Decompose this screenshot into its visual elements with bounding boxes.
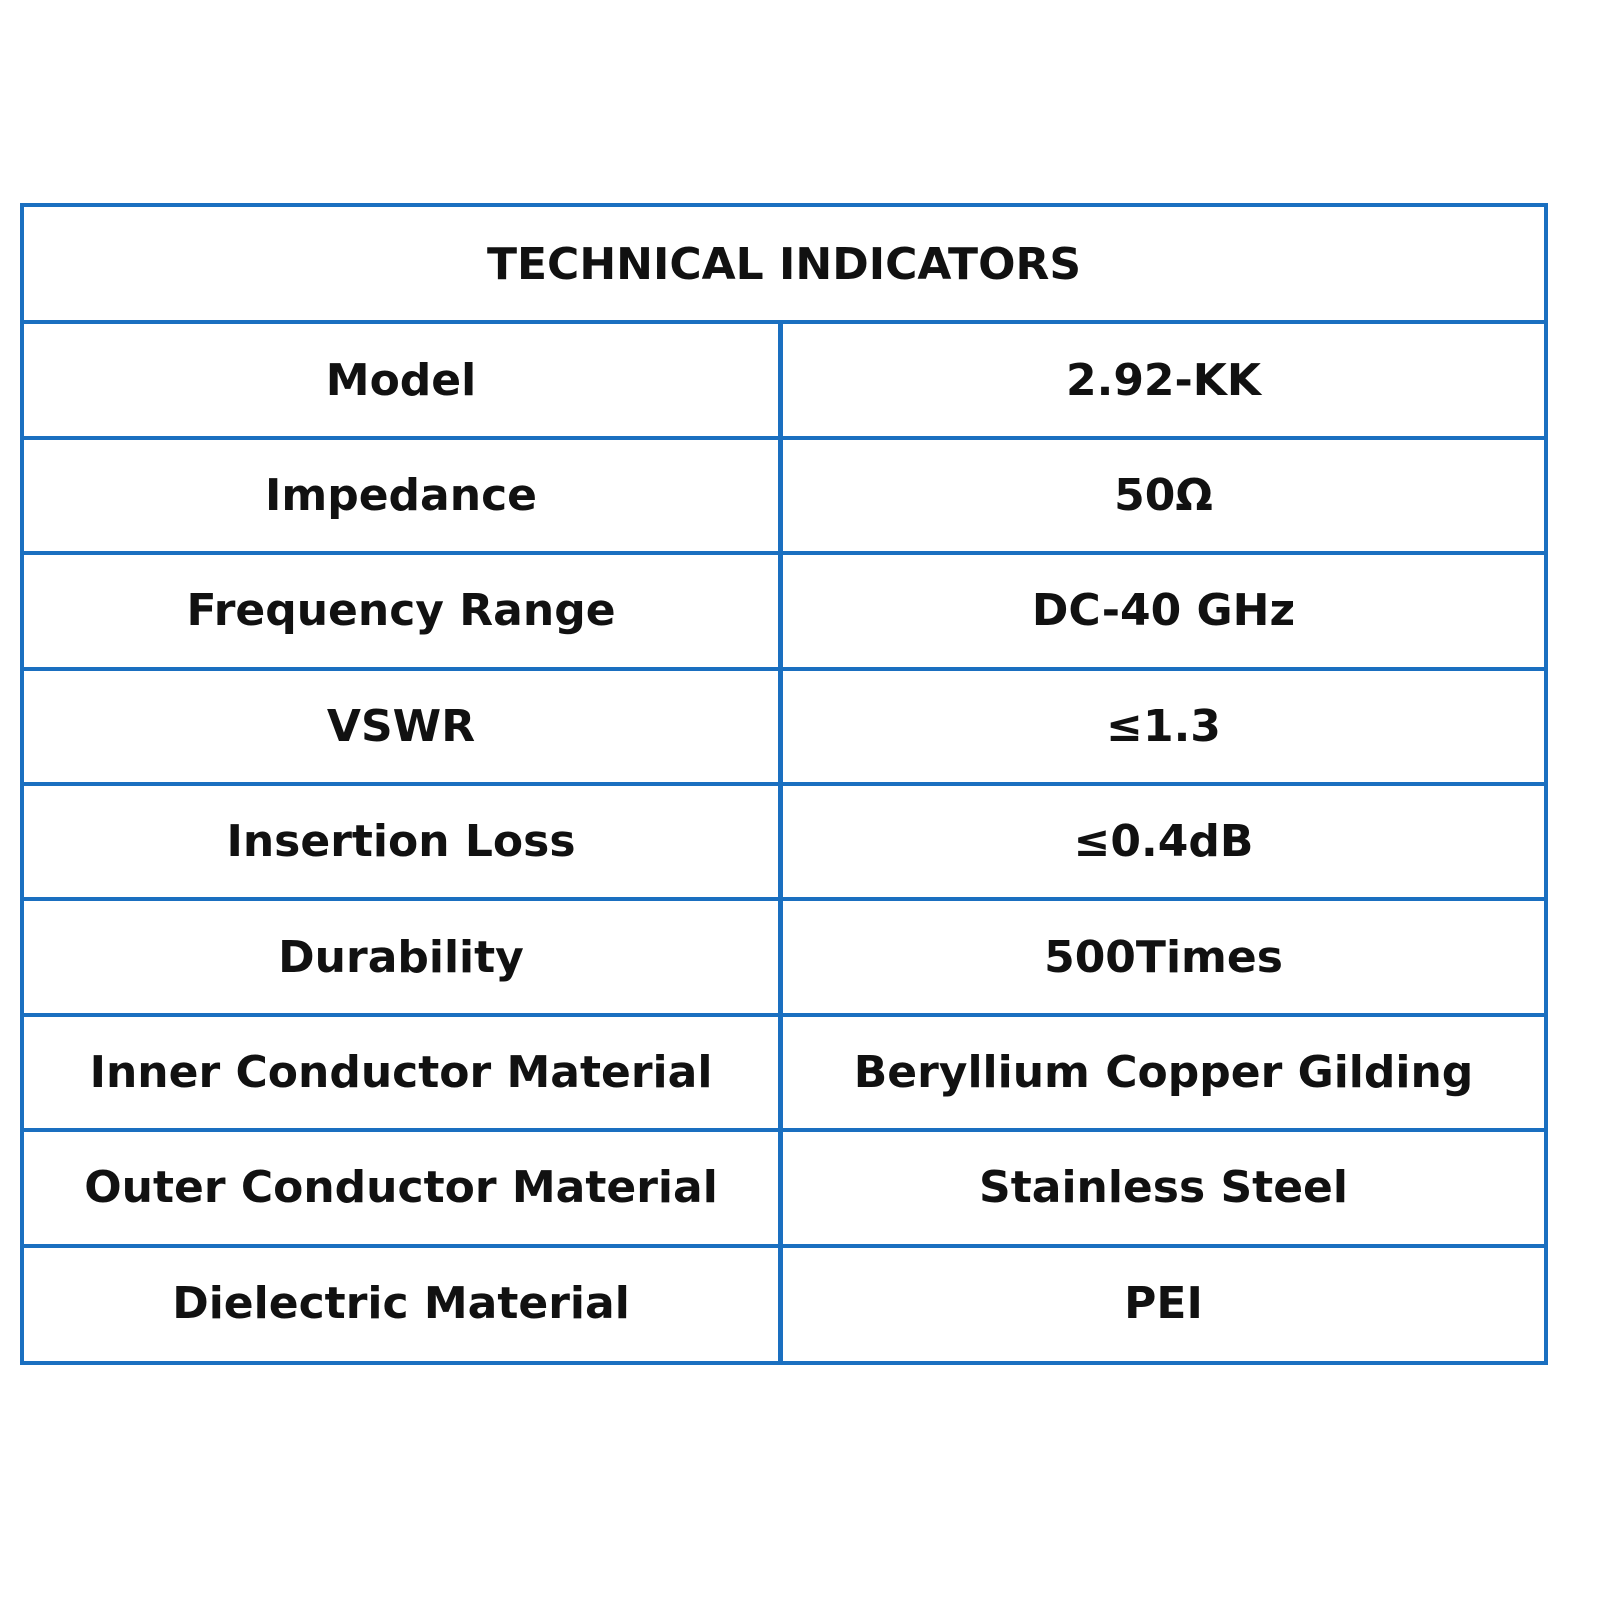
row-divider: [24, 1128, 1544, 1133]
column-divider: [778, 322, 783, 1361]
row-value: Beryllium Copper Gilding: [853, 1046, 1474, 1098]
row-value: PEI: [1124, 1277, 1203, 1329]
row-label: Dielectric Material: [172, 1277, 630, 1329]
spec-table: TECHNICAL INDICATORS Model 2.92-KK Impedan…: [20, 203, 1548, 1365]
row-divider: [24, 666, 1544, 671]
row-label: Insertion Loss: [226, 816, 576, 868]
row-divider: [24, 551, 1544, 556]
row-label: Durability: [278, 931, 524, 983]
row-label: Outer Conductor Material: [84, 1162, 718, 1214]
row-value: Stainless Steel: [979, 1162, 1348, 1214]
row-label: VSWR: [326, 700, 476, 752]
row-divider: [24, 897, 1544, 902]
row-value: DC-40 GHz: [1031, 585, 1296, 637]
table-title: TECHNICAL INDICATORS: [486, 238, 1082, 290]
row-label: Impedance: [265, 469, 537, 521]
row-label: Inner Conductor Material: [89, 1046, 713, 1098]
row-value: 2.92-KK: [1065, 354, 1261, 406]
row-divider: [24, 1243, 1544, 1248]
row-divider: [24, 782, 1544, 786]
row-divider: [24, 435, 1544, 440]
row-label: Frequency Range: [186, 585, 616, 637]
row-label: Model: [325, 354, 477, 406]
row-value: ≤1.3: [1106, 700, 1221, 752]
row-divider: [24, 1012, 1544, 1017]
row-divider: [24, 320, 1544, 325]
row-value: 500Times: [1044, 931, 1283, 983]
row-value: 50Ω: [1114, 469, 1213, 521]
row-value: ≤0.4dB: [1073, 816, 1254, 868]
